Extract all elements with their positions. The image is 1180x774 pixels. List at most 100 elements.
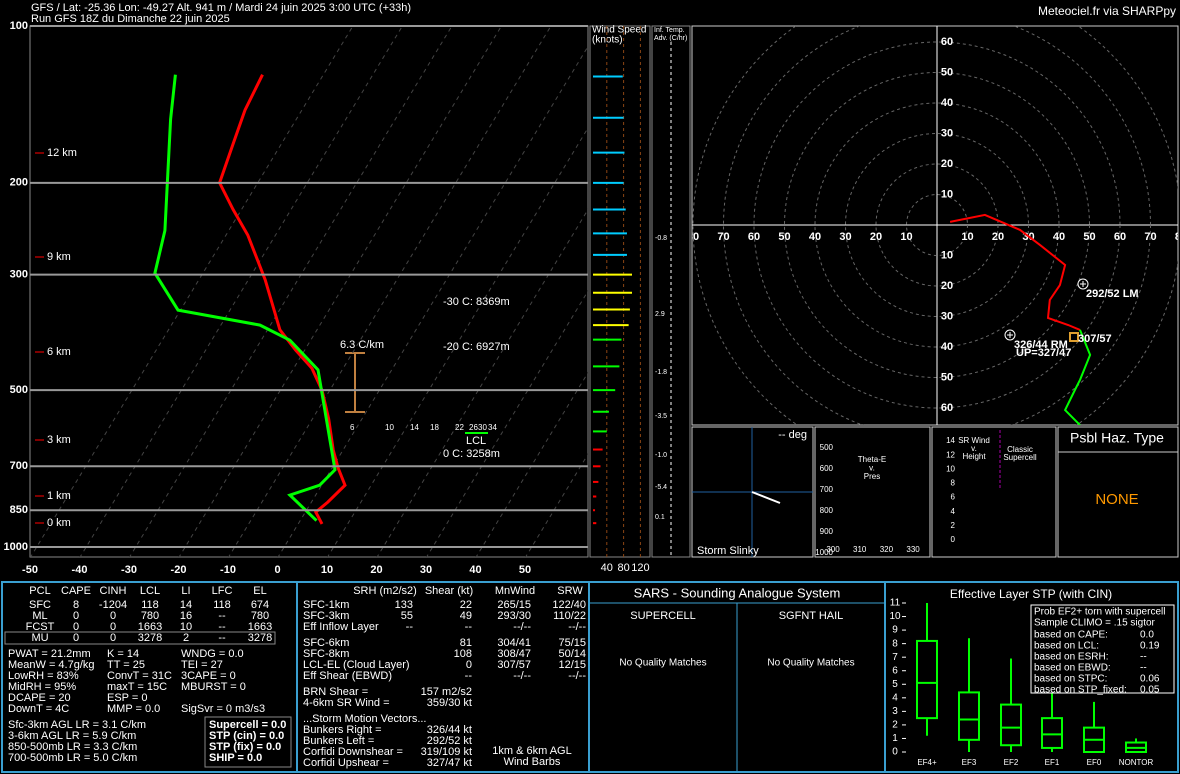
adv-value: -0.8 [655,235,667,242]
kin-cell: 122/40 [552,599,586,611]
adv-value: -1.8 [655,369,667,376]
stp-y-label: 4 [892,692,898,703]
y-tick-label: 200 [10,177,28,189]
stp-y-label: 9 [892,625,898,636]
skewt-plot [30,26,588,557]
ring-label: 10 [941,188,953,200]
thetae-x-label: 310 [853,545,867,554]
ring-label: 40 [941,341,953,353]
stp-legend-value: 0.06 [1140,674,1160,685]
stp-y-label: 1 [892,733,898,744]
mixing-ratio-label: 34 [488,423,497,432]
stp-box [1000,703,1022,747]
stp-legend-value: -- [1140,663,1147,674]
stp-legend-title: Sample CLIMO = .15 sigtor [1034,618,1156,629]
hodo-label: 292/52 LM [1086,288,1139,300]
index: TT = 25 [107,659,145,671]
thermo-cell: -- [218,610,226,622]
ring-label: 80 [1175,231,1180,243]
ring-label: 30 [839,231,851,243]
kin-cell: 12/15 [558,659,586,671]
ring-label: 50 [941,371,953,383]
kin-cell: 81 [460,637,472,649]
stp-title: Effective Layer STP (with CIN) [950,587,1112,601]
y-tick-label: 850 [10,504,28,516]
height-label: 0 km [47,517,71,529]
barb-note: 1km & 6km AGL [492,745,571,757]
wind-title: Wind Speed [592,25,646,36]
srwind-h-label: 10 [946,464,955,473]
stp-category: NONTOR [1119,758,1154,767]
slinky-title: Storm Slinky [697,545,759,557]
index: MeanW = 4.7g/kg [8,659,95,671]
index: 3CAPE = 0 [181,670,236,682]
sars-head: SGFNT HAIL [779,610,844,622]
wind-tick-label: 120 [631,562,649,574]
index: K = 14 [107,648,139,660]
thermo-head: CAPE [61,585,91,597]
mixing-ratio-label: 14 [410,423,419,432]
index: ESP = 0 [107,692,147,704]
height-label: 3 km [47,434,71,446]
kin-cell: --/-- [568,670,586,682]
adv-value: 0.1 [655,514,665,521]
kin-cell: --/-- [513,621,531,633]
srwind-h-label: 14 [946,436,955,445]
severe-param: STP (fix) = 0.0 [209,741,281,753]
ring [845,133,1029,317]
thermo-cell: 780 [141,610,159,622]
thetae-x-label: 300 [826,545,840,554]
stp-legend-label: based on LCL: [1034,641,1099,652]
thetae-title: Pres [864,472,880,481]
storm-marker [1004,329,1016,341]
slinky-deg: -- deg [778,429,807,441]
mixing-ratio-label: 22 [455,423,464,432]
y-tick-label: 1000 [4,541,28,553]
stp-box [916,639,938,720]
kin-label: Eff Shear (EBWD) [303,670,392,682]
lapse-rate: Sfc-3km AGL LR = 3.1 C/km [8,719,146,731]
stp-y-label: 7 [892,652,898,663]
ring-label: 60 [1114,231,1126,243]
stp-legend-label: based on STP_fixed: [1034,685,1127,696]
x-tick-label: 20 [370,564,382,576]
kin-label: Bunkers Left = [303,735,374,747]
lapse-rate: 3-6km AGL LR = 5.9 C/km [8,730,136,742]
mixing-ratio-label: 6 [350,423,355,432]
height-label: 1 km [47,490,71,502]
stp-category: EF4+ [917,758,937,767]
kin-cell: 307/57 [497,659,531,671]
index: PWAT = 21.2mm [8,648,91,660]
kin-label: BRN Shear = [303,686,368,698]
index: MBURST = 0 [181,681,246,693]
mu-box [4,631,276,645]
ring-label: 20 [870,231,882,243]
thetae-p-label: 600 [820,464,834,473]
adv-title: Inf. Temp. [654,27,685,34]
stp-y-label: 3 [892,706,898,717]
x-tick-label: -10 [220,564,236,576]
stp-category: EF2 [1004,758,1019,767]
lapse-rate: 850-500mb LR = 3.3 C/km [8,741,137,753]
kin-cell: 304/41 [497,637,531,649]
isotherm-label: 0 C: 3258m [443,448,500,460]
thermo-cell: SFC [29,599,51,611]
severe-param: STP (cin) = 0.0 [209,730,284,742]
thermo-head: LCL [140,585,160,597]
mean-marker [1069,332,1079,342]
srwind-h-label: 2 [951,521,956,530]
hazard-value: NONE [1095,491,1138,508]
kin-cell: 50/14 [558,648,586,660]
srwind-h-label: 12 [946,450,955,459]
ring-label: 60 [941,402,953,414]
kin-cell: 327/47 kt [427,757,472,769]
kin-cell: 359/30 kt [427,697,472,709]
index: DCAPE = 20 [8,692,71,704]
x-tick-label: 30 [420,564,432,576]
adv-frame [651,25,691,558]
kin-cell: -- [465,670,473,682]
index: maxT = 15C [107,681,167,693]
thermo-cell: -- [218,621,226,633]
mixing-ratio-label: 18 [430,423,439,432]
